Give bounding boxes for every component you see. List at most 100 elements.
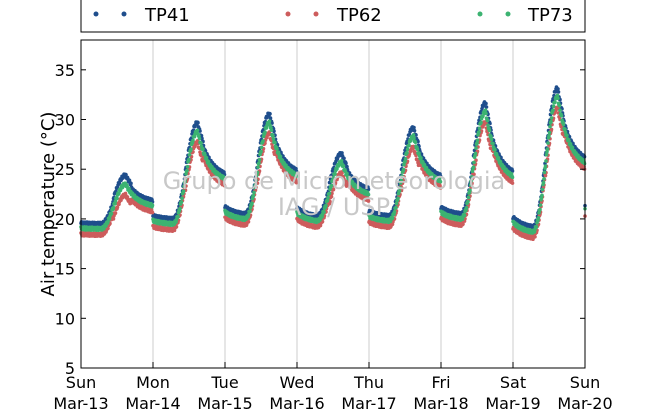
- x-tick-label-date: Mar-13: [53, 394, 108, 409]
- x-tick-label-date: Mar-17: [341, 394, 396, 409]
- data-point: [412, 128, 417, 133]
- data-point: [561, 122, 566, 127]
- data-point: [565, 133, 569, 138]
- x-tick-label-date: Mar-20: [557, 394, 612, 409]
- data-point: [401, 167, 406, 172]
- data-point: [487, 128, 492, 133]
- data-point: [189, 147, 193, 151]
- data-point: [551, 104, 556, 109]
- data-point: [543, 164, 548, 168]
- x-tick-label-date: Mar-19: [485, 394, 540, 409]
- data-point: [259, 149, 263, 154]
- data-point: [412, 136, 416, 140]
- legend-label-tp73: TP73: [527, 5, 573, 26]
- data-point: [553, 100, 557, 104]
- data-point: [414, 153, 418, 158]
- data-point: [107, 217, 112, 221]
- data-point: [415, 147, 420, 152]
- data-point: [392, 210, 397, 214]
- series-tp73: [79, 93, 587, 235]
- data-point: [533, 234, 537, 239]
- data-point: [472, 160, 476, 165]
- data-point: [475, 138, 480, 142]
- data-point: [472, 172, 476, 177]
- data-point: [192, 134, 197, 139]
- data-point: [197, 134, 201, 138]
- x-tick-label-day: Tue: [210, 373, 238, 392]
- data-point: [179, 200, 184, 204]
- watermark-line-1: Grupo de Micrometeorologia: [163, 167, 505, 195]
- data-point: [253, 182, 258, 187]
- data-point: [176, 214, 180, 219]
- watermark-line-2: IAG / USP: [278, 193, 390, 221]
- data-point: [246, 219, 251, 224]
- data-point: [199, 141, 203, 145]
- data-point: [538, 203, 543, 207]
- x-tick-label-day: Sun: [570, 373, 600, 392]
- data-point: [250, 201, 254, 205]
- data-point: [187, 153, 192, 157]
- data-point: [464, 205, 469, 210]
- data-point: [417, 151, 421, 155]
- data-point: [182, 184, 186, 189]
- data-point: [540, 187, 545, 192]
- data-point: [294, 180, 299, 185]
- data-point: [187, 157, 191, 162]
- data-point: [248, 209, 252, 214]
- data-point: [185, 164, 190, 169]
- data-point: [366, 192, 371, 197]
- data-point: [474, 146, 478, 150]
- data-point: [466, 199, 470, 204]
- data-point: [538, 207, 542, 212]
- data-point: [489, 137, 494, 142]
- data-point: [556, 87, 560, 91]
- data-point: [542, 170, 547, 175]
- data-point: [345, 171, 349, 176]
- data-point: [403, 157, 408, 161]
- data-point: [344, 161, 348, 166]
- data-point: [271, 133, 275, 138]
- data-point: [257, 157, 262, 162]
- data-point: [557, 104, 562, 108]
- x-tick-label-day: Sat: [500, 373, 526, 392]
- data-point: [419, 156, 423, 160]
- data-point: [124, 172, 128, 177]
- data-point: [466, 195, 471, 200]
- data-point: [473, 151, 478, 156]
- data-point: [113, 211, 118, 215]
- data-point: [485, 118, 490, 123]
- data-point: [461, 222, 465, 226]
- data-point: [273, 140, 277, 145]
- legend-entry-tp73: TP73: [477, 5, 573, 26]
- data-point: [484, 111, 488, 116]
- grid-lines: [152, 40, 514, 368]
- x-tick-label-day: Fri: [431, 373, 450, 392]
- x-tick-label-day: Wed: [280, 373, 315, 392]
- data-point: [109, 211, 114, 216]
- data-point: [510, 175, 515, 180]
- data-point: [333, 181, 338, 185]
- data-point: [117, 181, 122, 186]
- data-point: [399, 178, 404, 183]
- data-point: [549, 127, 554, 132]
- legend: TP41 TP62 TP73: [80, 0, 586, 33]
- data-point: [549, 119, 553, 124]
- data-point: [341, 164, 346, 169]
- data-point: [544, 152, 549, 157]
- data-point: [342, 156, 346, 161]
- data-point: [195, 128, 200, 133]
- data-point: [178, 206, 182, 211]
- data-point: [493, 147, 497, 152]
- y-axis-label: Air temperature (°C): [38, 112, 59, 297]
- data-point: [510, 181, 515, 185]
- data-point: [256, 165, 260, 169]
- data-point: [484, 101, 488, 106]
- data-point: [340, 171, 344, 175]
- data-point: [556, 90, 561, 94]
- data-point: [400, 174, 404, 178]
- data-point: [106, 226, 110, 231]
- data-point: [544, 159, 548, 163]
- data-point: [345, 164, 349, 169]
- data-point: [254, 178, 258, 182]
